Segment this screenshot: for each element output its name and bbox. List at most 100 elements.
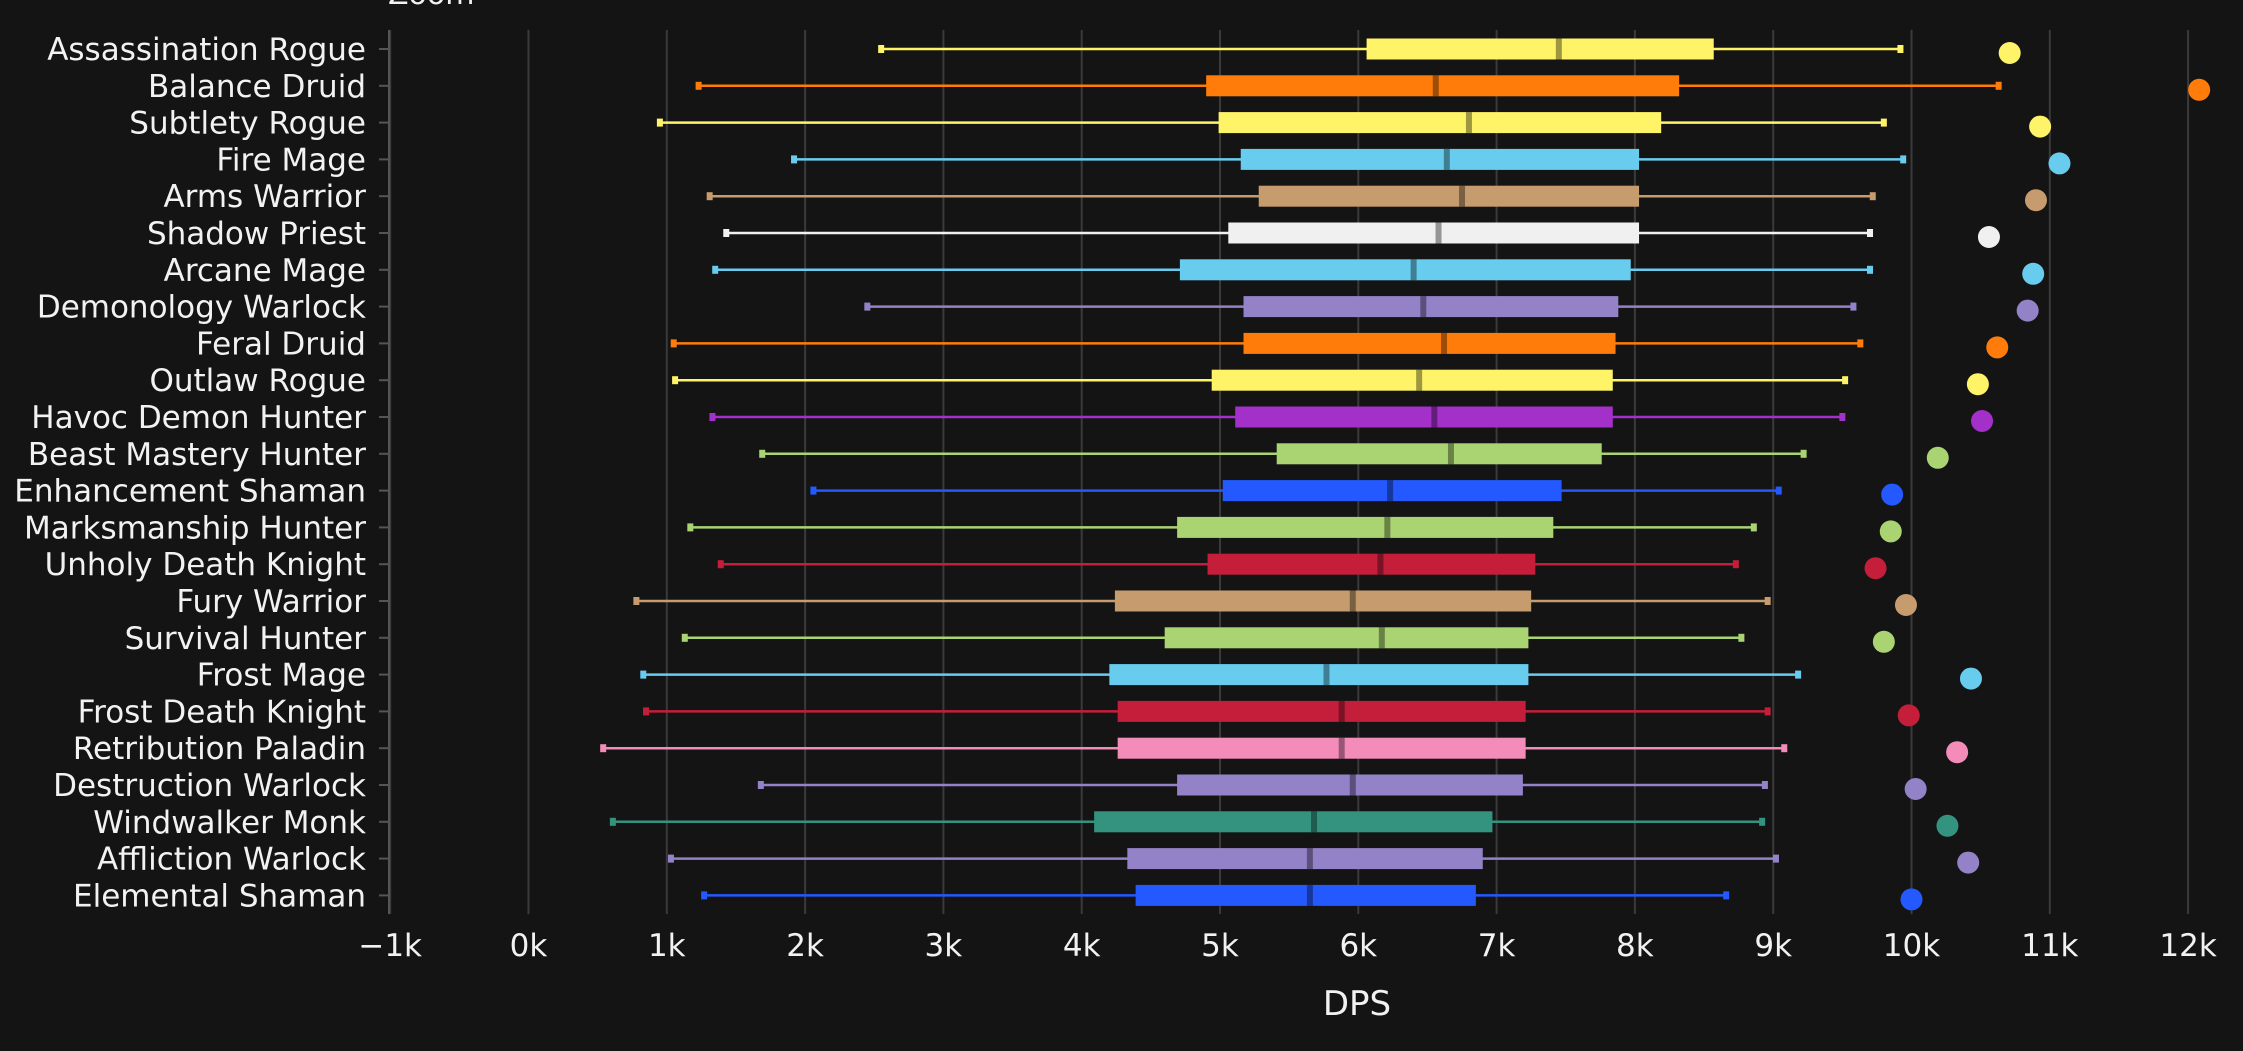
whisker-max-cap (1857, 339, 1864, 348)
box-windwalker-monk (609, 811, 1959, 837)
whisker-min-cap (667, 854, 674, 863)
category-label: Outlaw Rogue (149, 363, 366, 399)
max-point (1879, 520, 1902, 543)
whisker-min-cap (759, 449, 766, 458)
whisker-max-cap (1880, 118, 1887, 127)
box-elemental-shaman (701, 884, 1923, 911)
whisker-min-cap (709, 413, 716, 421)
whisker-max-cap (1750, 523, 1757, 532)
max-point (1872, 630, 1895, 653)
median-marker (1447, 443, 1454, 465)
box-beast-mastery-hunter (759, 443, 1949, 469)
median-marker (1432, 75, 1439, 97)
zoom-button[interactable]: Zoom (388, 0, 474, 12)
max-point (1966, 373, 1989, 396)
iqr-box (1206, 75, 1680, 97)
x-tick-label: 1k (648, 928, 686, 964)
max-point (1894, 594, 1917, 616)
max-point (2024, 189, 2047, 212)
category-label: Arcane Mage (164, 253, 366, 289)
max-point (2048, 152, 2071, 175)
max-point (1881, 483, 1904, 506)
box-feral-druid (670, 332, 2009, 359)
whisker-min-cap (717, 560, 724, 569)
whisker-max-cap (1761, 781, 1768, 789)
whisker-max-cap (1800, 449, 1807, 458)
max-point (2022, 262, 2045, 285)
iqr-box (1094, 811, 1493, 833)
median-marker (1459, 185, 1466, 207)
whisker-max-cap (1795, 670, 1802, 679)
whisker-max-cap (1850, 302, 1857, 311)
whisker-min-cap (640, 670, 647, 679)
median-marker (1378, 627, 1385, 649)
whisker-max-cap (1842, 376, 1849, 385)
whisker-min-cap (757, 781, 764, 789)
iqr-box (1240, 148, 1640, 170)
whisker-min-cap (712, 265, 719, 274)
median-marker (1465, 112, 1472, 134)
category-label: Marksmanship Hunter (24, 510, 366, 546)
max-point (1864, 557, 1887, 580)
median-marker (1441, 332, 1448, 354)
whisker-max-cap (1781, 744, 1788, 753)
category-label: Shadow Priest (147, 216, 366, 252)
median-marker (1416, 369, 1423, 391)
whisker-min-cap (878, 45, 885, 53)
category-label: Destruction Warlock (53, 768, 366, 804)
iqr-box (1177, 516, 1554, 538)
category-label: Enhancement Shaman (14, 474, 366, 510)
box-unholy-death-knight (717, 553, 1887, 580)
max-point (1904, 778, 1927, 800)
max-point (2016, 299, 2039, 322)
max-point (1998, 42, 2021, 64)
box-affliction-warlock (667, 848, 1980, 874)
box-survival-hunter (681, 627, 1895, 653)
category-label: Assassination Rogue (47, 32, 366, 68)
whisker-min-cap (643, 707, 650, 716)
box-demonology-warlock (864, 296, 2039, 322)
category-label: Demonology Warlock (37, 290, 366, 326)
max-point (1936, 814, 1959, 837)
iqr-box (1243, 296, 1619, 318)
box-marksmanship-hunter (687, 516, 1902, 543)
box-assassination-rogue (878, 38, 2021, 64)
category-label: Feral Druid (196, 326, 366, 362)
max-point (2029, 115, 2052, 138)
category-label: Retribution Paladin (73, 731, 366, 767)
max-point (1971, 410, 1994, 432)
box-fire-mage (791, 148, 2071, 175)
box-frost-death-knight (643, 700, 1920, 727)
box-frost-mage (640, 664, 1982, 690)
whisker-max-cap (1869, 192, 1876, 201)
x-tick-label: 11k (2021, 928, 2078, 964)
median-marker (1377, 553, 1384, 575)
iqr-box (1114, 590, 1532, 612)
box-arms-warrior (706, 185, 2047, 212)
max-point (1946, 741, 1969, 764)
whisker-max-cap (1738, 633, 1745, 642)
max-point (1977, 226, 2000, 248)
iqr-box (1235, 406, 1613, 428)
category-label: Subtlety Rogue (129, 106, 366, 142)
iqr-box (1243, 332, 1616, 354)
category-label: Fury Warrior (176, 584, 366, 620)
iqr-box (1135, 884, 1476, 906)
median-marker (1349, 774, 1356, 796)
iqr-box (1207, 553, 1536, 575)
whisker-max-cap (1839, 413, 1846, 421)
gridlines (389, 30, 2190, 914)
iqr-box (1211, 369, 1613, 391)
whisker-min-cap (687, 523, 694, 532)
max-point (1957, 851, 1980, 874)
x-tick-label: 5k (1201, 928, 1239, 964)
max-point (1900, 888, 1923, 911)
whisker-max-cap (1897, 45, 1904, 53)
iqr-box (1179, 259, 1631, 281)
median-marker (1306, 848, 1313, 870)
category-label: Frost Mage (197, 658, 366, 694)
whisker-max-cap (1723, 891, 1730, 900)
iqr-box (1177, 774, 1523, 796)
